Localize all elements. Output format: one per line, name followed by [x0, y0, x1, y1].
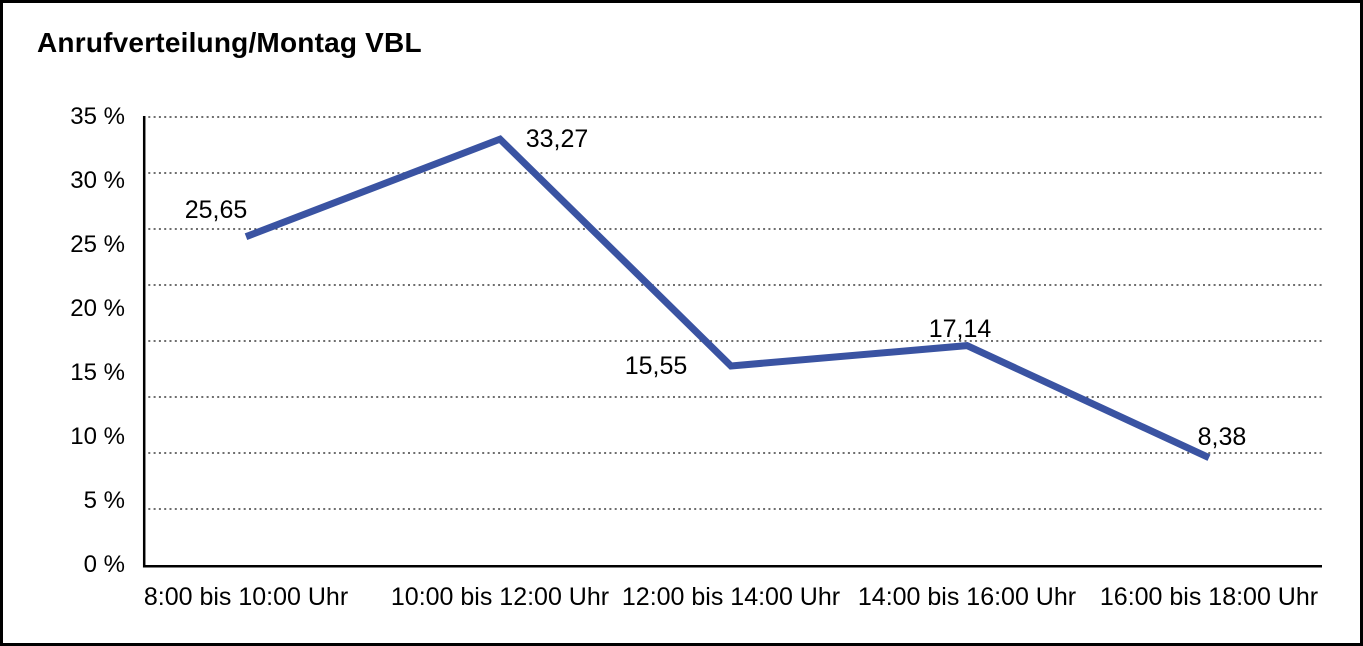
- x-axis-category-label: 8:00 bis 10:00 Uhr: [143, 583, 349, 611]
- chart-title: Anrufverteilung/Montag VBL: [37, 27, 422, 58]
- data-point-label: 15,55: [624, 351, 688, 380]
- data-point-label: 8,38: [1197, 422, 1247, 451]
- x-axis-category-label: 10:00 bis 12:00 Uhr: [390, 583, 610, 611]
- data-point-label: 17,14: [928, 314, 992, 343]
- data-line: [244, 135, 1211, 461]
- y-axis-tick-label: 0 %: [83, 551, 125, 578]
- y-axis-tick-label: 20 %: [70, 295, 125, 322]
- y-axis-tick-label: 5 %: [83, 487, 125, 514]
- data-point-label: 25,65: [184, 195, 248, 224]
- y-axis-tick-label: 15 %: [70, 359, 125, 386]
- y-axis-tick-label: 25 %: [70, 231, 125, 258]
- x-axis-category-label: 16:00 bis 18:00 Uhr: [1099, 583, 1319, 611]
- y-axis-tick-label: 10 %: [70, 423, 125, 450]
- y-axis-tick-label: 30 %: [70, 167, 125, 194]
- y-axis-tick-label: 35 %: [70, 103, 125, 130]
- x-axis-category-label: 14:00 bis 16:00 Uhr: [857, 583, 1077, 611]
- x-axis-category-label: 12:00 bis 14:00 Uhr: [621, 583, 841, 611]
- data-point-label: 33,27: [525, 125, 589, 154]
